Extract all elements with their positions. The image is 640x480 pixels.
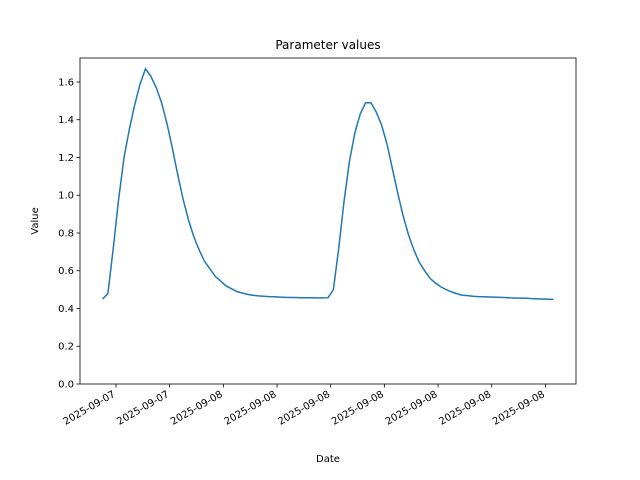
plot-frame	[79, 57, 577, 385]
y-axis-label: Value	[30, 207, 41, 234]
y-tick-label: 1.4	[58, 115, 74, 126]
chart-title: Parameter values	[275, 38, 380, 52]
data-line	[102, 67, 554, 301]
y-tick-label: 0.4	[58, 304, 74, 315]
y-tick-label: 0.6	[58, 266, 74, 277]
y-tick-label: 1.2	[58, 153, 74, 164]
y-tick-label: 1.0	[58, 191, 74, 202]
y-tick-label: 0.2	[58, 342, 74, 353]
x-axis-label: Date	[316, 454, 340, 465]
y-tick-label: 0.0	[58, 380, 74, 391]
y-tick-label: 0.8	[58, 228, 74, 239]
y-tick-label: 1.6	[58, 77, 74, 88]
